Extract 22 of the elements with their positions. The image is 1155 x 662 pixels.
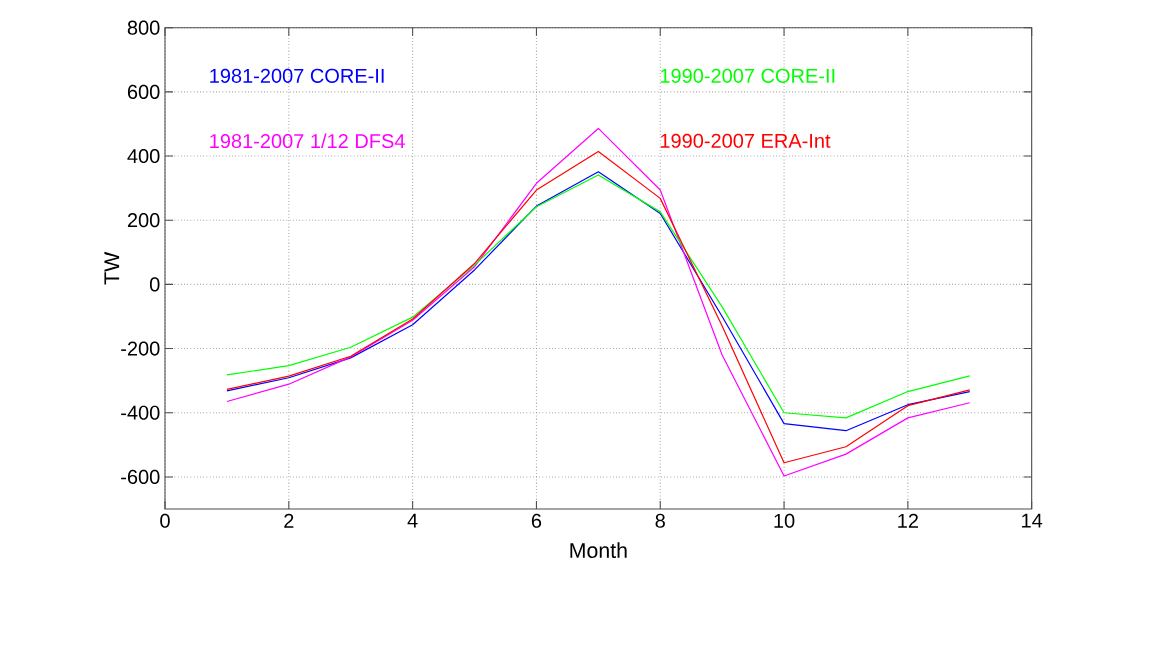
text: 1990-2007 ERA-Int — [660, 133, 831, 148]
y-tick-label: -400 — [121, 405, 160, 420]
x-tick-label: 4 — [407, 513, 418, 528]
x-tick-label: 6 — [531, 513, 542, 528]
x-axis-title: Month — [570, 542, 627, 559]
x-tick-label: 8 — [655, 513, 665, 528]
x-tick-label: 12 — [898, 513, 918, 528]
x-tick-label: 0 — [160, 513, 170, 528]
y-tick-label: 0 — [149, 277, 160, 292]
text: 1990-2007 CORE-II — [660, 68, 835, 83]
y-tick-label: 200 — [127, 213, 160, 228]
y-axis-title: TW — [104, 251, 120, 285]
y-tick-label: 400 — [127, 148, 160, 164]
y-tick-label: 600 — [127, 84, 160, 99]
x-tick-label: 14 — [1022, 513, 1043, 528]
y-tick-label: -200 — [121, 341, 160, 356]
y-tick-label: -600 — [121, 469, 160, 484]
x-tick-label: 10 — [774, 513, 795, 528]
text: 1981-2007 1/12 DFS4 — [210, 133, 405, 149]
x-tick-label: 2 — [284, 513, 294, 528]
y-tick-label: 800 — [127, 20, 160, 35]
text: 1981-2007 CORE-II — [210, 68, 384, 83]
